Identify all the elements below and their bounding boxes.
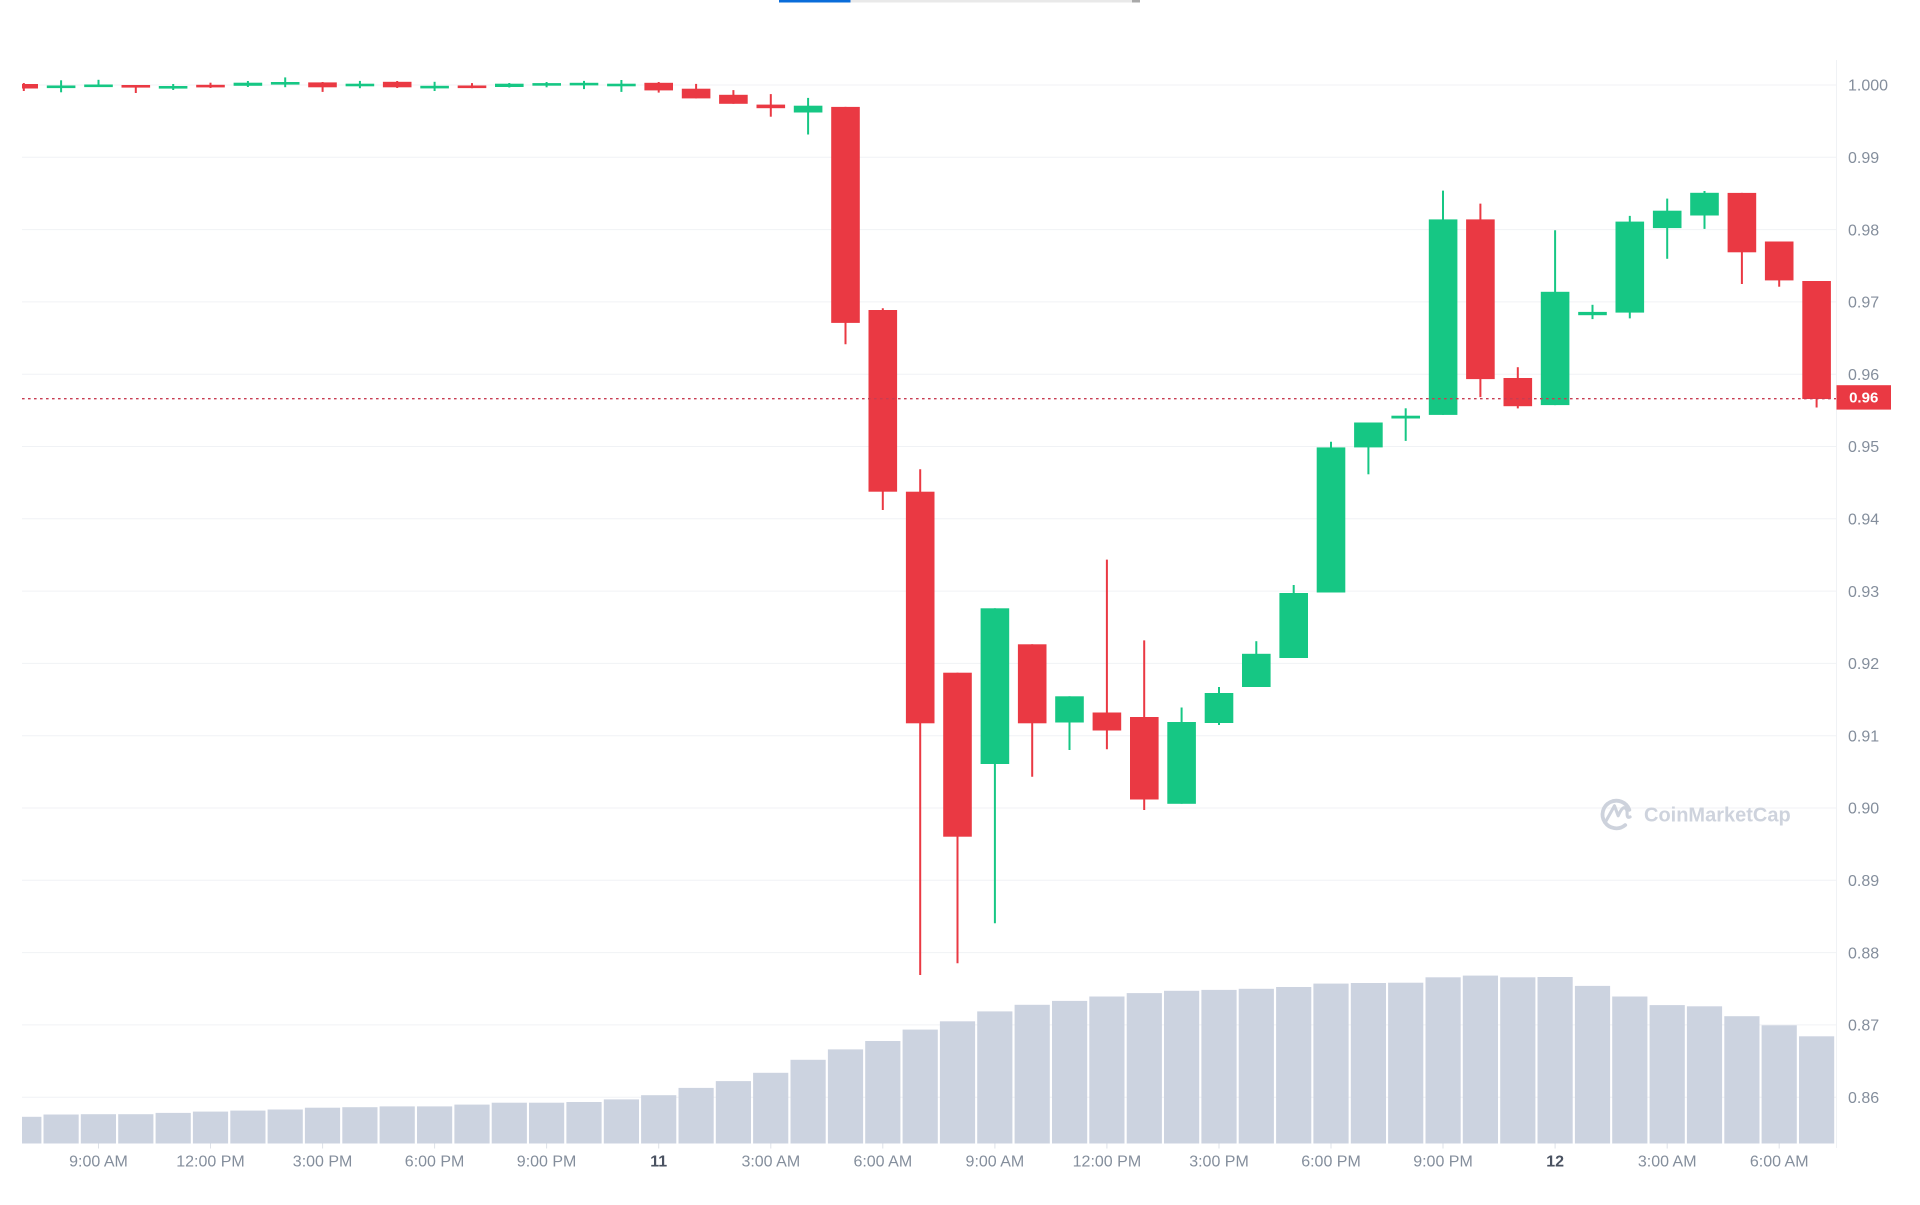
svg-text:0.97: 0.97	[1848, 295, 1879, 312]
svg-text:6:00 PM: 6:00 PM	[405, 1153, 465, 1170]
svg-text:0.99: 0.99	[1848, 150, 1879, 167]
svg-text:0.88: 0.88	[1848, 945, 1879, 962]
svg-text:3:00 PM: 3:00 PM	[293, 1153, 353, 1170]
svg-text:12:00 PM: 12:00 PM	[1073, 1153, 1141, 1170]
svg-text:0.87: 0.87	[1848, 1018, 1879, 1035]
svg-text:9:00 PM: 9:00 PM	[517, 1153, 577, 1170]
svg-text:9:00 PM: 9:00 PM	[1413, 1153, 1473, 1170]
svg-text:0.86: 0.86	[1848, 1090, 1879, 1107]
svg-text:6:00 AM: 6:00 AM	[1750, 1153, 1809, 1170]
svg-text:CoinMarketCap: CoinMarketCap	[1644, 805, 1791, 827]
svg-text:6:00 PM: 6:00 PM	[1301, 1153, 1361, 1170]
svg-text:0.96: 0.96	[1848, 367, 1879, 384]
svg-text:0.95: 0.95	[1848, 439, 1879, 456]
svg-text:6:00 AM: 6:00 AM	[853, 1153, 912, 1170]
svg-text:12:00 PM: 12:00 PM	[176, 1153, 244, 1170]
svg-text:0.89: 0.89	[1848, 873, 1879, 890]
svg-text:9:00 AM: 9:00 AM	[966, 1153, 1025, 1170]
svg-text:3:00 AM: 3:00 AM	[1638, 1153, 1697, 1170]
svg-text:12: 12	[1546, 1153, 1564, 1170]
svg-text:0.92: 0.92	[1848, 656, 1879, 673]
svg-text:0.90: 0.90	[1848, 801, 1879, 818]
svg-text:11: 11	[650, 1153, 667, 1170]
svg-text:0.94: 0.94	[1848, 512, 1879, 529]
svg-text:0.93: 0.93	[1848, 584, 1879, 601]
svg-text:1.000: 1.000	[1848, 78, 1888, 95]
svg-text:9:00 AM: 9:00 AM	[69, 1153, 128, 1170]
svg-text:3:00 AM: 3:00 AM	[741, 1153, 800, 1170]
svg-text:0.96: 0.96	[1849, 390, 1878, 407]
svg-text:0.91: 0.91	[1848, 728, 1879, 745]
svg-text:3:00 PM: 3:00 PM	[1189, 1153, 1249, 1170]
svg-text:0.98: 0.98	[1848, 222, 1879, 239]
